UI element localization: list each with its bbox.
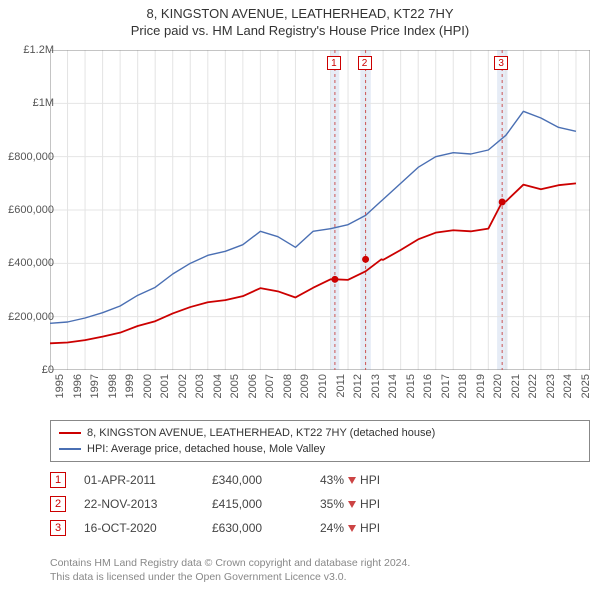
sale-hpi-diff: 24% HPI xyxy=(320,521,380,535)
x-tick-label: 2013 xyxy=(370,374,382,398)
x-tick-label: 2022 xyxy=(527,374,539,398)
x-tick-label: 2015 xyxy=(405,374,417,398)
x-tick-label: 2003 xyxy=(194,374,206,398)
x-tick-label: 2001 xyxy=(159,374,171,398)
chart-marker-2: 2 xyxy=(358,56,372,70)
x-tick-label: 1997 xyxy=(89,374,101,398)
sale-row: 1 01-APR-2011 £340,000 43% HPI xyxy=(50,468,590,492)
sales-table: 1 01-APR-2011 £340,000 43% HPI 2 22-NOV-2013 £4… xyxy=(50,468,590,540)
x-tick-label: 2004 xyxy=(212,374,224,398)
sale-date: 16-OCT-2020 xyxy=(84,521,194,535)
footer-attribution: Contains HM Land Registry data © Crown c… xyxy=(50,556,590,584)
x-tick-label: 1996 xyxy=(72,374,84,398)
legend-item: 8, KINGSTON AVENUE, LEATHERHEAD, KT22 7H… xyxy=(59,425,581,441)
x-tick-label: 2017 xyxy=(440,374,452,398)
sale-marker-number: 1 xyxy=(50,472,66,488)
title-subtitle: Price paid vs. HM Land Registry's House … xyxy=(0,23,600,38)
sale-hpi-diff: 43% HPI xyxy=(320,473,380,487)
y-tick-label: £0 xyxy=(42,364,54,376)
legend-label: 8, KINGSTON AVENUE, LEATHERHEAD, KT22 7H… xyxy=(87,427,435,439)
legend-item: HPI: Average price, detached house, Mole… xyxy=(59,441,581,457)
x-tick-label: 1998 xyxy=(107,374,119,398)
x-tick-label: 2020 xyxy=(492,374,504,398)
sale-diff-pct: 24% xyxy=(320,521,344,535)
arrow-down-icon xyxy=(348,501,356,508)
arrow-down-icon xyxy=(348,477,356,484)
footer-line2: This data is licensed under the Open Gov… xyxy=(50,570,590,584)
legend-label: HPI: Average price, detached house, Mole… xyxy=(87,443,325,455)
legend-swatch xyxy=(59,448,81,450)
x-tick-label: 2021 xyxy=(510,374,522,398)
x-tick-label: 2005 xyxy=(229,374,241,398)
y-tick-label: £600,000 xyxy=(8,204,54,216)
footer-line1: Contains HM Land Registry data © Crown c… xyxy=(50,556,590,570)
chart-container: 8, KINGSTON AVENUE, LEATHERHEAD, KT22 7H… xyxy=(0,0,600,590)
sale-price: £340,000 xyxy=(212,473,302,487)
x-tick-label: 2011 xyxy=(335,374,347,398)
sale-diff-pct: 35% xyxy=(320,497,344,511)
chart-area: 1 2 3 xyxy=(50,50,590,370)
sale-row: 2 22-NOV-2013 £415,000 35% HPI xyxy=(50,492,590,516)
y-tick-label: £400,000 xyxy=(8,257,54,269)
title-address: 8, KINGSTON AVENUE, LEATHERHEAD, KT22 7H… xyxy=(0,6,600,21)
sale-marker-number: 3 xyxy=(50,520,66,536)
sale-diff-suffix: HPI xyxy=(360,521,380,535)
x-tick-label: 1995 xyxy=(54,374,66,398)
x-tick-label: 2012 xyxy=(352,374,364,398)
x-tick-label: 2024 xyxy=(562,374,574,398)
sale-hpi-diff: 35% HPI xyxy=(320,497,380,511)
sale-date: 22-NOV-2013 xyxy=(84,497,194,511)
legend-box: 8, KINGSTON AVENUE, LEATHERHEAD, KT22 7H… xyxy=(50,420,590,462)
chart-marker-3: 3 xyxy=(494,56,508,70)
sale-diff-suffix: HPI xyxy=(360,497,380,511)
title-block: 8, KINGSTON AVENUE, LEATHERHEAD, KT22 7H… xyxy=(0,0,600,38)
x-tick-label: 2007 xyxy=(264,374,276,398)
x-tick-label: 2000 xyxy=(142,374,154,398)
sale-row: 3 16-OCT-2020 £630,000 24% HPI xyxy=(50,516,590,540)
x-tick-label: 2025 xyxy=(580,374,592,398)
x-tick-label: 2006 xyxy=(247,374,259,398)
x-tick-label: 1999 xyxy=(124,374,136,398)
y-tick-label: £1.2M xyxy=(23,44,54,56)
y-tick-label: £800,000 xyxy=(8,151,54,163)
x-tick-label: 2010 xyxy=(317,374,329,398)
arrow-down-icon xyxy=(348,525,356,532)
x-tick-label: 2023 xyxy=(545,374,557,398)
x-tick-label: 2018 xyxy=(457,374,469,398)
sale-price: £630,000 xyxy=(212,521,302,535)
y-tick-label: £1M xyxy=(33,97,54,109)
chart-marker-1: 1 xyxy=(327,56,341,70)
y-tick-label: £200,000 xyxy=(8,311,54,323)
sale-date: 01-APR-2011 xyxy=(84,473,194,487)
sale-price: £415,000 xyxy=(212,497,302,511)
x-tick-label: 2014 xyxy=(387,374,399,398)
x-tick-label: 2019 xyxy=(475,374,487,398)
x-tick-label: 2009 xyxy=(299,374,311,398)
x-tick-label: 2008 xyxy=(282,374,294,398)
legend-swatch xyxy=(59,432,81,434)
chart-svg xyxy=(50,50,590,370)
sale-diff-pct: 43% xyxy=(320,473,344,487)
sale-diff-suffix: HPI xyxy=(360,473,380,487)
sale-marker-number: 2 xyxy=(50,496,66,512)
x-tick-label: 2002 xyxy=(177,374,189,398)
x-tick-label: 2016 xyxy=(422,374,434,398)
